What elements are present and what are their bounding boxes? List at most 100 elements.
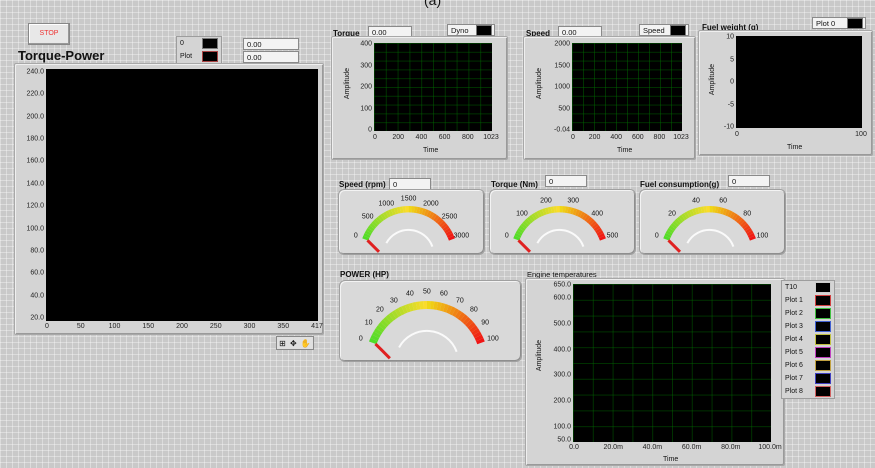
fuel-weight-legend: Plot 0 <box>812 17 866 29</box>
gauge-tick-label: 20 <box>375 306 384 314</box>
gauge-arc-segment <box>595 227 603 234</box>
gauge-arc-segment <box>433 301 439 310</box>
legend-swatch <box>670 24 686 36</box>
gauge-arc-segment <box>748 235 756 241</box>
gauge-arc-segment <box>423 209 430 217</box>
y-tick-label: 180.0 <box>26 135 44 143</box>
stop-button[interactable]: STOP <box>28 23 70 45</box>
gauge-arc-segment <box>370 334 380 342</box>
gauge-tick-label: 100 <box>756 232 769 240</box>
y-tick-label: -5 <box>727 101 734 108</box>
x-tick-label: 0 <box>571 134 575 141</box>
gauge-inner-arc <box>536 229 585 247</box>
speed-gauge-value: 0 <box>389 178 431 190</box>
fuel-weight-plot[interactable] <box>736 36 862 128</box>
gauge-tick-label: 100 <box>487 335 499 343</box>
gauge-arc-segment <box>430 213 437 221</box>
fuel-gauge-label: Fuel consumption(g) <box>640 180 720 189</box>
fuel-weight-xlabel: Time <box>787 144 803 151</box>
engine-temps-ylabel: Amplitude <box>536 339 544 372</box>
legend-swatch <box>815 295 831 306</box>
y-tick-label: 80.0 <box>30 247 44 255</box>
legend-item: Plot <box>177 50 221 63</box>
gauge-arc-segment <box>388 209 394 217</box>
gauge-tick-label: 40 <box>692 197 700 205</box>
gauge-arc-segment <box>674 218 681 226</box>
x-tick-label: 200 <box>392 134 405 141</box>
gauge-arc-segment <box>681 213 688 221</box>
torque-power-plot[interactable] <box>46 69 318 321</box>
power-gauge-label: POWER (HP) <box>340 270 389 279</box>
gauge-arc-segment <box>436 302 442 311</box>
gauge-arc-segment <box>378 322 387 330</box>
torque-power-title: Torque-Power <box>18 48 105 63</box>
gauge-tick-label: 70 <box>455 297 464 305</box>
x-tick-label: 100.0m <box>758 444 782 451</box>
legend-swatch <box>202 51 218 62</box>
speed-plot[interactable] <box>572 43 682 131</box>
gauge-arc-segment <box>517 227 525 234</box>
gauge-arc-segment <box>515 230 523 236</box>
gauge-arc-segment <box>380 319 389 328</box>
gauge-arc-segment <box>439 302 446 312</box>
gauge-arc-segment <box>593 225 601 232</box>
gauge-arc-segment <box>388 312 397 321</box>
y-tick-label: 500.0 <box>553 320 571 328</box>
zoom-icon[interactable]: ⊞ <box>279 338 286 348</box>
gauge-arc-segment <box>440 222 448 230</box>
gauge-tick-label: 500 <box>361 213 374 221</box>
engine-temps-xlabel: Time <box>663 456 679 463</box>
pan-icon[interactable]: ✥ <box>290 338 297 348</box>
fuel-gauge: 0 20 40 60 80 100 <box>639 189 786 255</box>
gauge-arc-segment <box>396 206 401 214</box>
legend-swatch <box>815 373 831 384</box>
speed-gauge-label: Speed (rpm) <box>339 180 386 189</box>
gauge-arc-segment <box>668 225 676 232</box>
engine-temps-title: Engine temperatures <box>527 270 597 279</box>
legend-item: Plot 3 <box>782 320 834 333</box>
gauge-arc-segment <box>689 209 695 217</box>
legend-label: Plot 1 <box>785 297 803 304</box>
gauge-arc-segment <box>362 235 370 241</box>
gauge-arc-segment <box>731 213 738 221</box>
gauge-arc-segment <box>428 211 435 219</box>
y-tick-label: 240.0 <box>26 68 44 76</box>
gauge-arc-segment <box>393 207 399 215</box>
gauge-arc-segment <box>394 308 402 317</box>
gauge-arc-segment <box>569 207 575 215</box>
gauge-inner-arc <box>385 229 434 247</box>
legend-label: Plot 3 <box>785 323 803 330</box>
gauge-arc-segment <box>541 208 547 216</box>
x-tick-label: 800 <box>653 134 666 141</box>
gauge-tick-label: 400 <box>591 210 604 217</box>
torque-xlabel: Time <box>423 147 439 154</box>
y-tick-label: 60.0 <box>30 269 44 277</box>
fuel-weight-label: Fuel weight (g) <box>702 23 759 32</box>
gauge-arc-segment <box>426 210 432 218</box>
x-tick-label: 417 <box>311 323 323 330</box>
y-tick-label: 140.0 <box>26 180 44 188</box>
torque-plot[interactable] <box>374 43 492 131</box>
legend-item: T10 <box>782 281 834 294</box>
y-tick-label: 400 <box>360 40 372 48</box>
gauge-arc-segment <box>391 310 399 319</box>
gauge-arc-segment <box>667 227 675 234</box>
engine-temps-plot[interactable] <box>573 284 771 442</box>
x-tick-label: 40.0m <box>642 444 663 451</box>
gauge-arc-segment <box>447 235 455 241</box>
y-tick-label: 100.0 <box>553 423 571 431</box>
gauge-arc-segment <box>444 227 452 234</box>
gauge-tick-label: 80 <box>743 210 752 217</box>
gauge-arc-segment <box>382 316 392 326</box>
legend-label: Plot 8 <box>785 388 803 395</box>
gauge-arc-segment <box>415 301 421 310</box>
cursor-icon[interactable]: ✋ <box>300 338 311 348</box>
gauge-arc-segment <box>369 222 377 230</box>
y-tick-label: 300.0 <box>553 371 571 379</box>
gauge-arc-segment <box>454 310 463 319</box>
gauge-tick-label: 300 <box>567 197 580 205</box>
gauge-arc-segment <box>531 213 538 221</box>
y-tick-label: -0.04 <box>554 126 570 134</box>
legend-label: Plot <box>180 53 193 60</box>
y-tick-label: 20.0 <box>30 314 44 322</box>
